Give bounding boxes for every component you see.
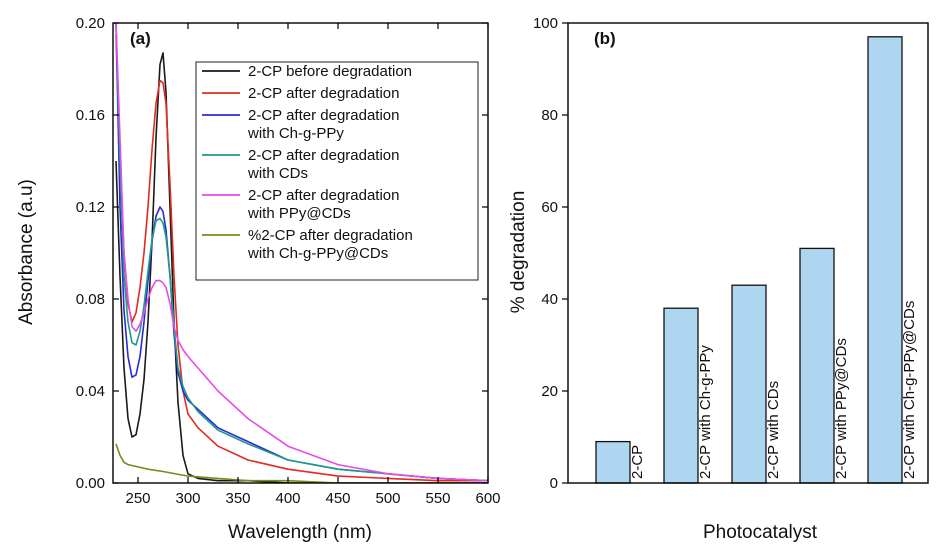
y-tick-label-b: 80 [541,107,558,124]
series-line-4 [115,23,488,482]
degradation-axes [567,22,929,484]
bar-label-5: 2-CP with Ch-g-PPy@CDs [901,301,918,479]
bar-label-4: 2-CP with PPy@CDs [833,338,850,479]
bar-label-3: 2-CP with CDs [765,381,782,479]
y-tick-label-a: 0.20 [76,15,105,32]
legend-label-4: 2-CP after degradation [248,147,400,164]
x-tick-label-a: 450 [325,490,350,507]
y-tick-label-a: 0.12 [76,199,105,216]
y-tick-label-a: 0.00 [76,475,105,492]
bar-label-1: 2-CP [629,445,646,479]
y-tick-label-a: 0.16 [76,107,105,124]
y-tick-label-a: 0.08 [76,291,105,308]
y-tick-label-b: 0 [550,475,558,492]
legend-label-3: 2-CP after degradation [248,107,400,124]
absorbance-ticks: 0.00 0.04 0.08 0.12 0.16 0.20 250 300 350 400 450 5… [76,15,501,507]
legend-box [195,61,479,281]
bar-label-2: 2-CP with Ch-g-PPy [697,345,714,479]
legend: 2-CP before degradation 2-CP after degrad… [195,61,479,281]
x-tick-label-a: 400 [275,490,300,507]
y-tick-label-b: 100 [533,15,558,32]
legend-label-3: with Ch-g-PPy [247,125,344,142]
legend-label-5: 2-CP after degradation [248,187,400,204]
legend-label-6: %2-CP after degradation [248,227,413,244]
panel-a-label: (a) [130,29,151,48]
x-tick-label-a: 500 [375,490,400,507]
x-tick-label-a: 550 [425,490,450,507]
legend-label-1: 2-CP before degradation [248,63,412,80]
series-line-2 [115,34,488,482]
legend-label-5: with PPy@CDs [247,205,351,222]
x-tick-label-a: 250 [125,490,150,507]
plot-frame-a [112,22,489,484]
legend-label-4: with CDs [247,165,308,182]
series-line-6 [115,443,488,483]
y-tick-label-b: 40 [541,291,558,308]
x-tick-label-a: 600 [475,490,500,507]
bar-3 [731,284,767,484]
y-tick-label-b: 20 [541,383,558,400]
series-line-5 [115,23,488,482]
bar-1 [595,440,631,484]
y-tick-label-a: 0.04 [76,383,105,400]
x-tick-label-a: 300 [175,490,200,507]
bar-4 [799,247,835,484]
absorbance-axes [112,22,489,484]
legend-label-2: 2-CP after degradation [248,85,400,102]
degradation-bars: 2-CP 2-CP with Ch-g-PPy 2-CP with CDs 2-CP … [595,36,918,484]
degradation-ticks: 0 20 40 60 80 100 [533,15,568,492]
panel-b-label: (b) [594,29,616,48]
degradation-panel: 2-CP 2-CP with Ch-g-PPy 2-CP with CDs 2-CP … [508,15,929,543]
legend-label-6: with Ch-g-PPy@CDs [247,245,388,262]
y-tick-label-b: 60 [541,199,558,216]
bar-5 [867,36,903,484]
absorbance-panel: 0.00 0.04 0.08 0.12 0.16 0.20 250 300 350 400 450 5… [16,15,501,543]
x-tick-label-a: 350 [225,490,250,507]
series-line-1 [115,52,488,483]
x-axis-title-b: Photocatalyst [703,522,818,543]
plot-frame-b [567,22,929,484]
y-axis-title-b: % degradation [508,191,529,314]
x-axis-title-a: Wavelength (nm) [228,522,372,543]
bar-2 [663,307,699,484]
y-axis-title-a: Absorbance (a.u) [16,179,37,325]
absorbance-curves [115,23,488,483]
